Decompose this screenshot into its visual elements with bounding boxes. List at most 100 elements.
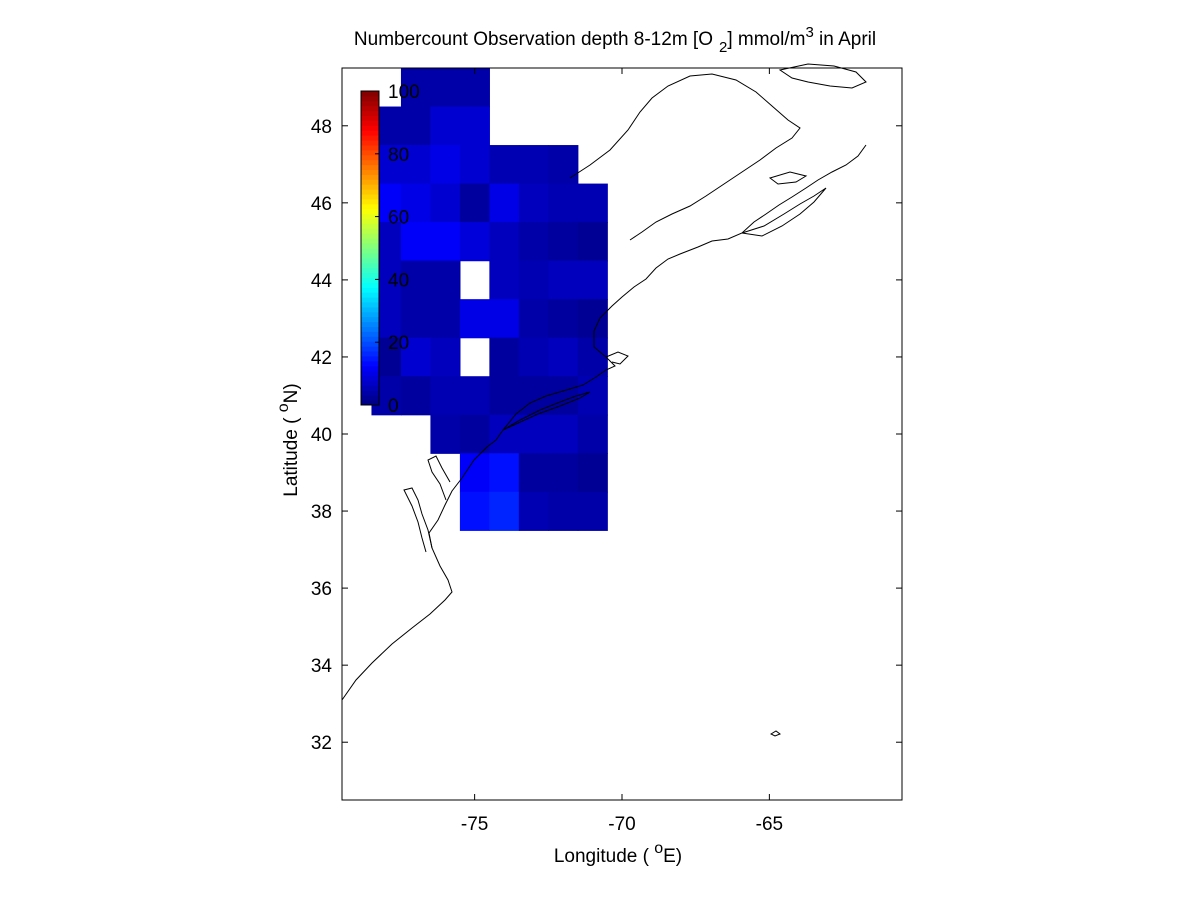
colorbar-segment xyxy=(361,120,379,126)
y-tick-label: 34 xyxy=(311,656,333,677)
chart-title-middle: ] mmol/m xyxy=(727,29,805,50)
x-tick-label: -75 xyxy=(461,814,488,835)
heatmap-cell xyxy=(430,183,461,223)
colorbar-segment xyxy=(361,316,379,323)
colorbar-segment xyxy=(361,100,379,107)
heatmap-cell xyxy=(459,414,490,454)
heatmap-cell xyxy=(489,453,520,493)
colorbar-tick-label: 100 xyxy=(388,82,420,103)
heatmap-cell xyxy=(548,145,579,185)
colorbar-segment xyxy=(361,159,379,166)
heatmap-cell xyxy=(459,491,490,531)
coastline-newfoundland xyxy=(778,63,867,89)
heatmap-cell xyxy=(459,376,490,416)
colorbar-segment xyxy=(361,311,379,318)
colorbar-segment xyxy=(361,272,379,278)
colorbar-segment xyxy=(361,238,379,244)
y-tick-label: 32 xyxy=(311,733,332,754)
heatmap-cell xyxy=(518,145,549,185)
y-tick-label: 40 xyxy=(311,425,332,446)
heatmap-cell xyxy=(518,183,549,223)
chart-title-suffix: in April xyxy=(814,29,876,50)
heatmap-cell xyxy=(489,299,520,339)
heatmap-cell xyxy=(430,68,461,108)
colorbar-segment xyxy=(361,184,379,190)
coastline xyxy=(341,63,867,737)
heatmap-cell xyxy=(518,414,549,454)
colorbar-segment xyxy=(361,385,379,391)
colorbar-segment xyxy=(361,115,379,121)
y-tick-label: 48 xyxy=(311,117,332,138)
coastline-pei xyxy=(768,171,808,185)
heatmap-cell xyxy=(577,260,608,300)
heatmap-cell xyxy=(400,68,432,108)
heatmap-cell xyxy=(400,183,432,223)
colorbar-segment xyxy=(361,149,379,156)
heatmap-cell xyxy=(430,222,461,262)
colorbar-tick-label: 60 xyxy=(388,208,409,229)
heatmap-cell xyxy=(459,299,490,339)
colorbar-segment xyxy=(361,277,379,283)
colorbar-segment xyxy=(361,140,379,146)
x-axis-label: Longitude ( oE) xyxy=(554,840,682,867)
coastline-chesapeake xyxy=(403,487,433,553)
colorbar-segment xyxy=(361,110,379,117)
heatmap-cell xyxy=(548,376,579,416)
coastline-cape-cod xyxy=(605,351,629,365)
colorbar-tick-label: 80 xyxy=(388,145,409,166)
colorbar-segment xyxy=(361,297,379,303)
colorbar-segment xyxy=(361,223,379,229)
heatmap-cell xyxy=(400,376,432,416)
chart-title-subscript: 2 xyxy=(719,39,727,56)
y-axis-label-superscript: o xyxy=(275,403,292,412)
colorbar-segment xyxy=(361,91,379,97)
colorbar-segment xyxy=(361,331,379,337)
heatmap-cell xyxy=(548,491,579,531)
heatmap-cell xyxy=(548,260,579,300)
heatmap-cell xyxy=(400,145,432,185)
x-axis-label-superscript: o xyxy=(654,840,663,857)
heatmap-cell xyxy=(430,106,461,146)
heatmap-cell xyxy=(489,260,520,300)
y-tick-label: 44 xyxy=(311,271,333,292)
y-tick-label: 38 xyxy=(311,502,332,523)
heatmap-cell xyxy=(459,183,490,223)
heatmap-cell xyxy=(489,376,520,416)
y-axis-label: Latitude ( oN) xyxy=(275,383,302,496)
chart-title-superscript: 3 xyxy=(805,24,813,41)
heatmap-cell xyxy=(548,337,579,377)
colorbar-segment xyxy=(361,257,379,264)
heatmap-cell xyxy=(577,337,608,377)
heatmap-cell xyxy=(548,183,579,223)
chart-title: Numbercount Observation depth 8-12m [O 2]… xyxy=(354,24,876,56)
colorbar-segment xyxy=(361,341,379,347)
colorbar-segment xyxy=(361,144,379,151)
heatmap-cell xyxy=(430,337,461,377)
heatmap-cell xyxy=(400,299,432,339)
heatmap-cell xyxy=(577,183,608,223)
heatmap-cells xyxy=(371,68,608,531)
colorbar-segment xyxy=(361,336,379,342)
heatmap-cell xyxy=(400,106,432,146)
colorbar-tick-label: 20 xyxy=(388,333,409,354)
x-tick-label: -65 xyxy=(756,814,783,835)
colorbar: 0 20 40 60 80 100 xyxy=(360,82,420,417)
heatmap-cell xyxy=(548,222,579,262)
colorbar-segment xyxy=(361,380,379,386)
heatmap-cell xyxy=(577,414,608,454)
heatmap-cell xyxy=(518,260,549,300)
heatmap-cell xyxy=(430,414,461,454)
heatmap-cell xyxy=(400,260,432,300)
colorbar-segment xyxy=(361,208,379,215)
colorbar-segment xyxy=(361,282,379,288)
colorbar-segment xyxy=(361,252,379,259)
colorbar-segment xyxy=(361,130,379,136)
colorbar-segment xyxy=(361,218,379,224)
heatmap-cell xyxy=(489,337,520,377)
heatmap-cell xyxy=(518,491,549,531)
colorbar-segment xyxy=(361,375,379,381)
heatmap-cell xyxy=(459,145,490,185)
colorbar-segment xyxy=(361,351,379,357)
colorbar-segment xyxy=(361,292,379,298)
